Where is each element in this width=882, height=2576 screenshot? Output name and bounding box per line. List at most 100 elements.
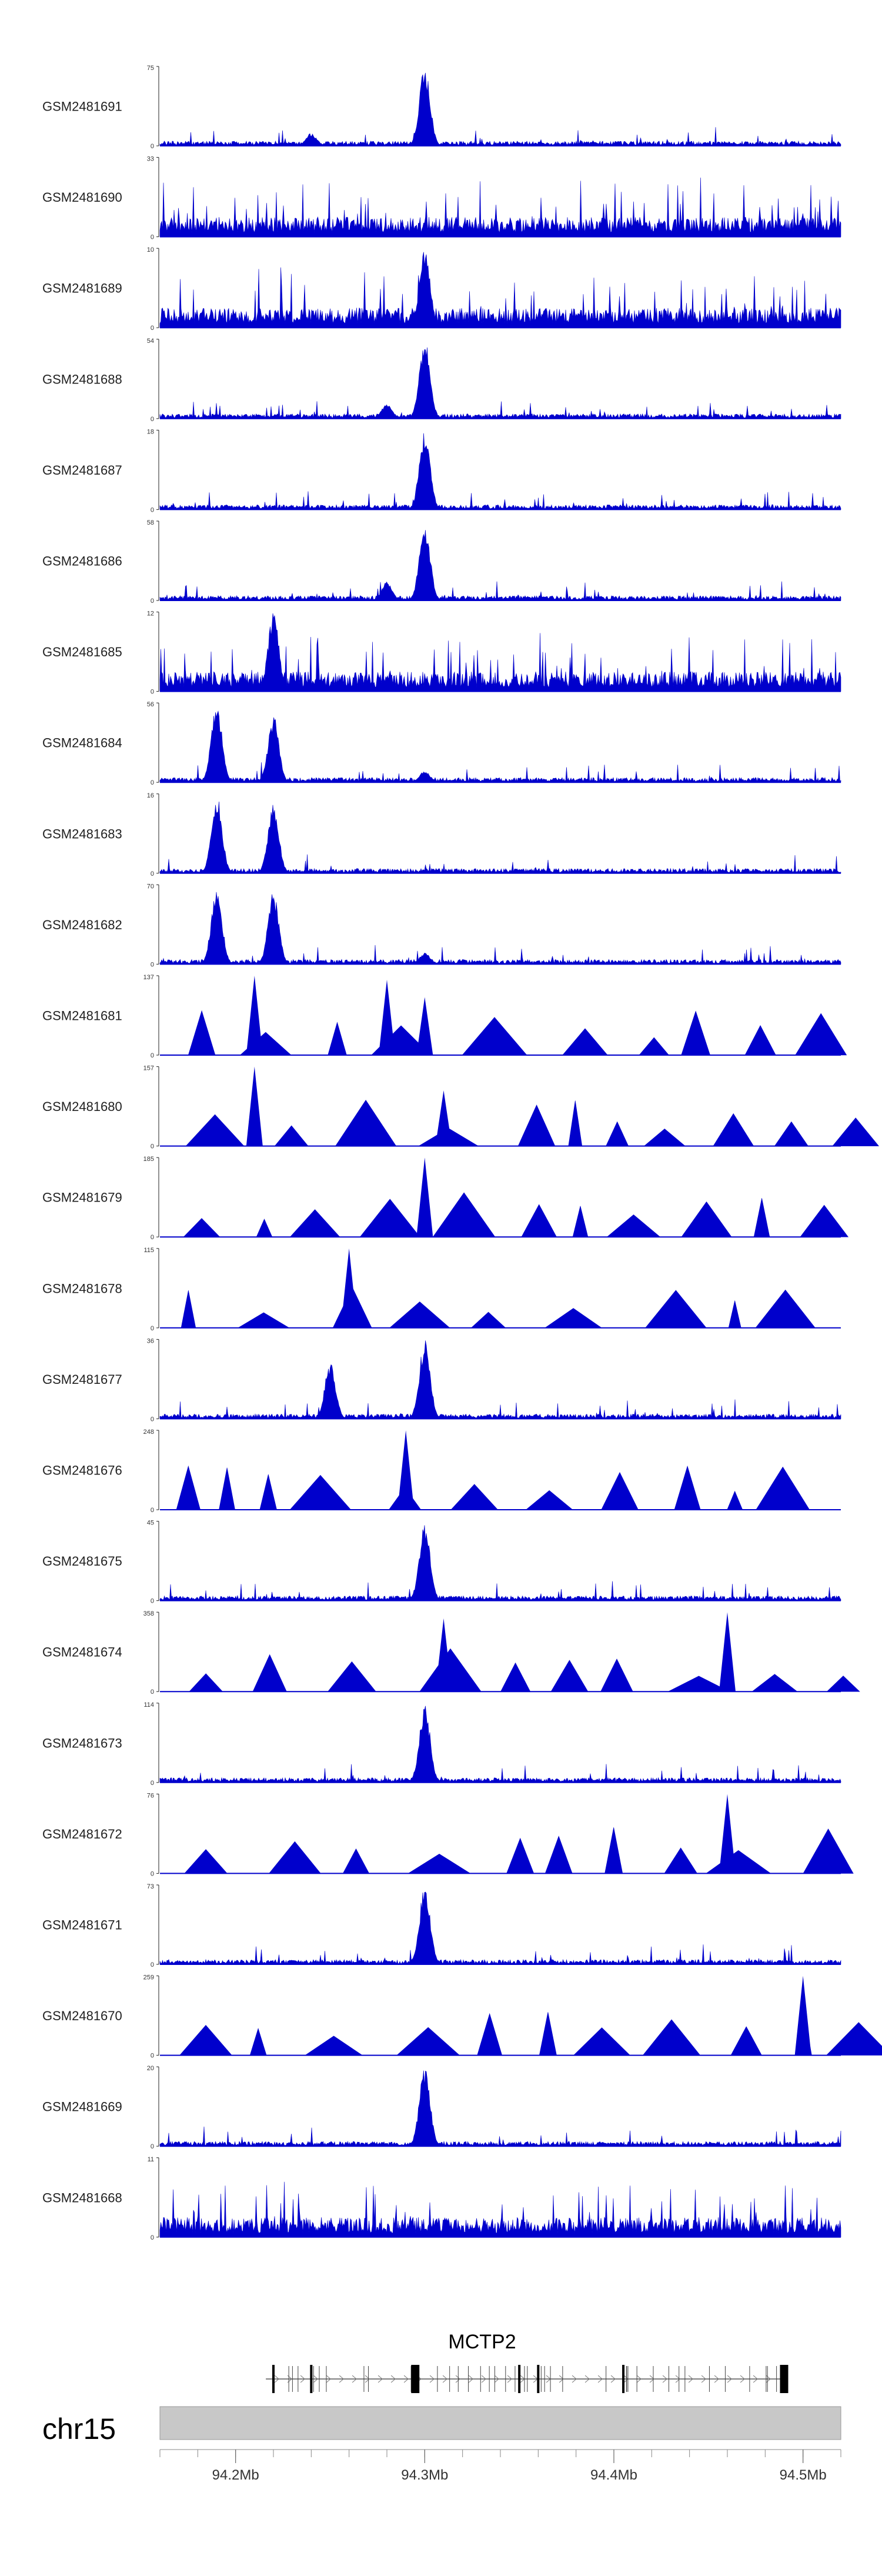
y-max-label: 36 [147, 1337, 154, 1344]
signal-area [159, 347, 841, 419]
signal-area [159, 801, 841, 874]
strand-arrow [274, 2375, 279, 2383]
strand-arrow [507, 2375, 512, 2383]
track-label: GSM2481689 [42, 281, 122, 296]
y-min-label: 0 [151, 1234, 154, 1241]
strand-arrow [313, 2375, 318, 2383]
track-label: GSM2481687 [42, 463, 122, 478]
y-max-label: 45 [147, 1520, 154, 1527]
track-label: GSM2481691 [42, 99, 122, 114]
track-GSM2481683: GSM2481683 16 0 [42, 792, 841, 877]
y-min-label: 0 [151, 1325, 154, 1332]
track-label: GSM2481675 [42, 1554, 122, 1569]
strand-arrow [688, 2375, 693, 2383]
signal-peaks [160, 1099, 880, 1146]
signal-peak-max [397, 1430, 415, 1510]
chromosome-track: chr15 94.2Mb 94.3Mb 94.4Mb 94.5Mb [42, 2406, 841, 2483]
gene-name-label: MCTP2 [448, 2331, 516, 2353]
signal-peak-max [246, 1066, 263, 1146]
y-min-label: 0 [151, 2234, 154, 2241]
y-min-label: 0 [151, 143, 154, 150]
y-max-label: 259 [143, 1974, 154, 1981]
track-label: GSM2481682 [42, 917, 122, 932]
signal-peaks [160, 1465, 841, 1510]
axis-tick-label: 94.2Mb [212, 2467, 259, 2483]
signal-peaks [160, 1827, 854, 1874]
strand-arrow [339, 2375, 344, 2383]
strand-arrow [300, 2375, 305, 2383]
track-GSM2481671: GSM2481671 73 0 [42, 1883, 841, 1968]
signal-peaks [160, 1648, 860, 1692]
track-label: GSM2481668 [42, 2190, 122, 2205]
signal-area [159, 177, 841, 237]
track-label: GSM2481670 [42, 2008, 122, 2023]
y-max-label: 114 [143, 1701, 154, 1709]
chromosome-name: chr15 [42, 2413, 116, 2445]
y-min-label: 0 [151, 779, 154, 786]
chromosome-ideogram-band [159, 2406, 841, 2440]
signal-peak-max [794, 1976, 811, 2056]
track-label: GSM2481669 [42, 2100, 122, 2114]
track-label: GSM2481677 [42, 1372, 122, 1387]
track-GSM2481673: GSM2481673 114 0 [42, 1701, 841, 1787]
track-label: GSM2481676 [42, 1463, 122, 1478]
strand-arrow [403, 2375, 409, 2383]
strand-arrow [442, 2375, 447, 2383]
signal-area [159, 2070, 841, 2147]
signal-peak-max [379, 979, 395, 1055]
strand-arrow [649, 2375, 654, 2383]
genomic-axis: 94.2Mb 94.3Mb 94.4Mb 94.5Mb [159, 2449, 841, 2483]
signal-peak-max [719, 1612, 736, 1692]
strand-arrow [636, 2375, 642, 2383]
signal-area [159, 530, 841, 601]
track-GSM2481680: GSM2481680 157 0 [42, 1065, 880, 1150]
track-label: GSM2481684 [42, 736, 122, 750]
strand-arrow [584, 2375, 590, 2383]
track-label: GSM2481681 [42, 1009, 122, 1023]
strand-arrow [352, 2375, 357, 2383]
signal-peak-max [416, 1157, 433, 1237]
y-max-label: 20 [147, 2065, 154, 2072]
track-GSM2481690: GSM2481690 33 0 [42, 156, 841, 241]
track-label: GSM2481685 [42, 645, 122, 659]
track-label: GSM2481674 [42, 1645, 122, 1660]
y-max-label: 137 [143, 974, 154, 981]
signal-peak-max [435, 1618, 452, 1692]
strand-arrow [701, 2375, 706, 2383]
y-max-label: 157 [143, 1065, 154, 1072]
exon-block [537, 2365, 540, 2393]
gene-track: MCTP2 [266, 2331, 789, 2393]
signal-peak-max [340, 1248, 358, 1328]
track-label: GSM2481672 [42, 1827, 122, 1841]
y-max-label: 73 [147, 1883, 154, 1890]
exon-block [518, 2365, 521, 2393]
strand-arrow [481, 2375, 486, 2383]
y-max-label: 115 [143, 1247, 154, 1254]
track-label: GSM2481683 [42, 826, 122, 841]
strand-arrow [455, 2375, 460, 2383]
strand-arrow [727, 2375, 732, 2383]
exon-block [411, 2365, 420, 2393]
signal-peaks [160, 1287, 841, 1329]
y-min-label: 0 [151, 961, 154, 968]
track-GSM2481676: GSM2481676 248 0 [42, 1429, 841, 1514]
track-label: GSM2481673 [42, 1736, 122, 1750]
y-min-label: 0 [151, 1598, 154, 1605]
strand-arrow [559, 2375, 564, 2383]
y-max-label: 33 [147, 156, 154, 163]
signal-area [159, 1340, 841, 1419]
y-min-label: 0 [151, 598, 154, 605]
signal-peak-max [719, 1794, 736, 1874]
strand-arrow [675, 2375, 680, 2383]
track-label: GSM2481680 [42, 1099, 122, 1114]
track-GSM2481686: GSM2481686 58 0 [42, 519, 841, 605]
y-min-label: 0 [151, 2143, 154, 2150]
y-min-label: 0 [151, 416, 154, 423]
y-min-label: 0 [151, 1416, 154, 1423]
signal-peaks [160, 1010, 847, 1056]
signal-area [159, 433, 841, 510]
y-min-label: 0 [151, 234, 154, 241]
signal-area [159, 1891, 841, 1965]
y-min-label: 0 [151, 689, 154, 696]
